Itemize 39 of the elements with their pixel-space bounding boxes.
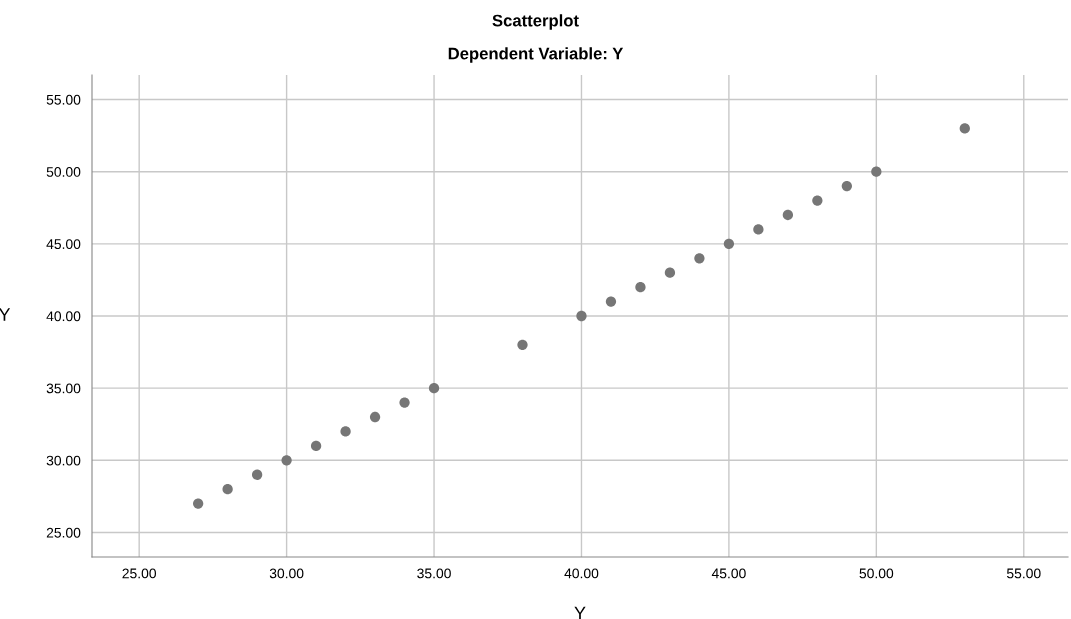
point: [428, 383, 440, 394]
x-tick-label: 25.00: [122, 568, 157, 579]
point: [605, 296, 617, 307]
y-tick-label: 25.00: [46, 527, 81, 538]
chart-subtitle: Dependent Variable: Y: [448, 47, 624, 63]
point: [340, 426, 351, 437]
y-tick-label: 35.00: [46, 383, 81, 394]
x-tick-label: 35.00: [417, 568, 451, 579]
point: [753, 224, 764, 235]
point: [369, 411, 381, 423]
point: [399, 397, 410, 408]
point: [812, 195, 823, 206]
point: [694, 253, 705, 264]
x-tick-label: 55.00: [1006, 568, 1041, 579]
y-tick-label: 45.00: [46, 239, 81, 250]
y-tick-label: 55.00: [46, 94, 81, 105]
point: [871, 166, 882, 177]
x-tick-label: 30.00: [269, 568, 304, 579]
point: [517, 339, 528, 351]
chart-title: Scatterplot: [492, 14, 579, 30]
y-tick-label: 40.00: [46, 311, 81, 322]
point: [310, 440, 322, 452]
x-tick-label: 50.00: [859, 568, 894, 579]
x-tick-label: 45.00: [711, 568, 746, 579]
y-tick-label: 30.00: [46, 455, 81, 466]
point: [281, 455, 292, 466]
point: [576, 310, 587, 322]
point: [635, 281, 646, 293]
point: [723, 238, 735, 249]
point: [841, 180, 852, 192]
point: [782, 209, 794, 221]
point: [959, 123, 970, 134]
point: [251, 469, 263, 480]
x-axis-title: Y: [574, 606, 586, 619]
point: [664, 267, 676, 278]
x-tick-label: 40.00: [564, 568, 599, 579]
point: [193, 498, 204, 509]
y-tick-label: 50.00: [46, 167, 81, 177]
point: [222, 484, 233, 495]
